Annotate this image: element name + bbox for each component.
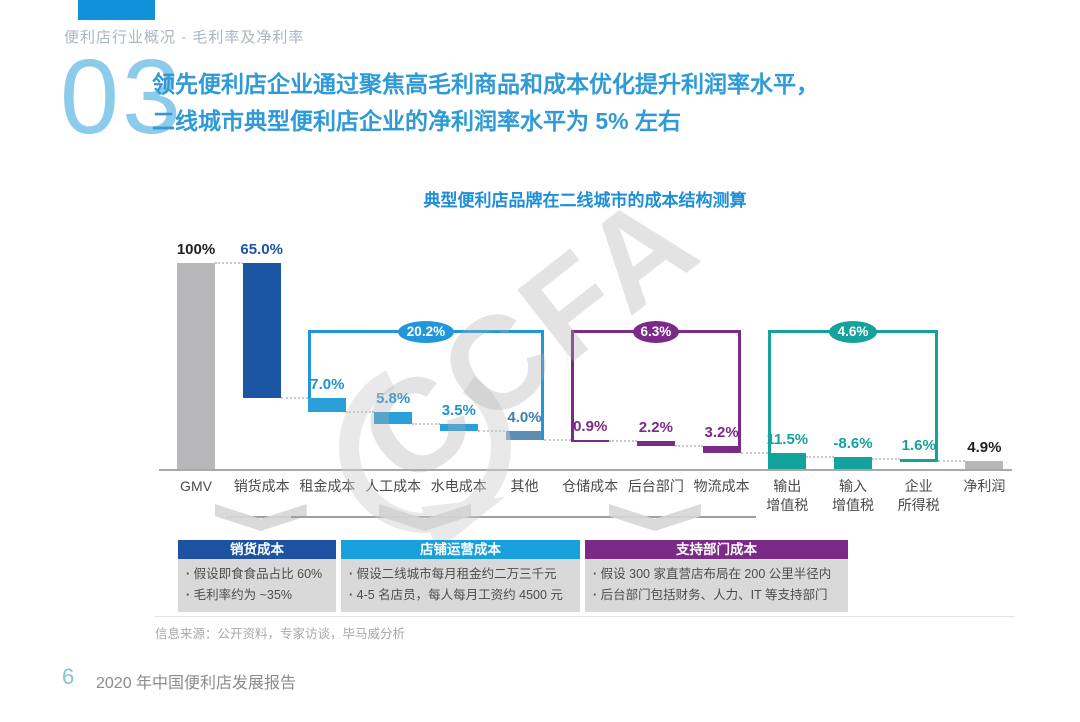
group-underline — [291, 516, 559, 518]
waterfall-bar — [177, 263, 215, 470]
bar-value-label: 65.0% — [240, 241, 283, 258]
bar-value-label: 3.2% — [704, 423, 739, 441]
axis-category-label: 水电成本 — [430, 478, 487, 494]
legend-box-support-department: 支持部门成本 假设 300 家直营店布局在 200 公里半径内 后台部门包括财务… — [585, 540, 848, 612]
waterfall-bar — [768, 452, 807, 470]
bar-value-label: 4.0% — [507, 409, 542, 427]
top-accent-bar — [78, 0, 155, 20]
group-bracket-right — [540, 330, 544, 440]
footer-divider — [155, 616, 1015, 617]
legend-item: 4-5 名店员，每人每月工资约 4500 元 — [349, 585, 572, 606]
page-title-line1: 领先便利店企业通过聚焦高毛利商品和成本优化提升利润率水平， — [152, 71, 819, 97]
legend-item: 假设即食食品占比 60% — [186, 564, 328, 585]
axis-category-label: 物流成本 — [693, 478, 750, 494]
page-title: 领先便利店企业通过聚焦高毛利商品和成本优化提升利润率水平， 二线城市典型便利店企… — [152, 66, 819, 140]
chart-title: 典型便利店品牌在二线城市的成本结构测算 — [423, 191, 747, 210]
legend-box-cogs-body: 假设即食食品占比 60% 毛利率约为 ~35% — [178, 559, 336, 612]
waterfall-connector — [280, 396, 309, 399]
waterfall-bar — [505, 431, 544, 440]
waterfall-connector — [609, 440, 637, 443]
legend-box-store-operating: 店铺运营成本 假设二线城市每月租金约二万三千元 4-5 名店员，每人每月工资约 … — [341, 540, 580, 612]
page-title-line2: 二线城市典型便利店企业的净利润率水平为 5% 左右 — [152, 108, 682, 134]
group-bracket-right — [934, 330, 938, 463]
report-title: 2020 年中国便利店发展报告 — [96, 675, 297, 692]
waterfall-connector — [412, 423, 440, 426]
bar-value-label: 2.2% — [638, 419, 673, 437]
waterfall-bar — [636, 441, 675, 446]
group-total-badge: 6.3% — [632, 320, 679, 343]
waterfall-bar — [308, 397, 347, 413]
legend-item: 假设 300 家直营店布局在 200 公里半径内 — [593, 564, 840, 585]
legend-item: 后台部门包括财务、人力、IT 等支持部门 — [593, 585, 840, 606]
axis-category-label: GMV — [180, 478, 212, 494]
group-bracket-right — [737, 330, 741, 453]
axis-category-label: 输出 增值税 — [766, 478, 809, 513]
waterfall-bar — [571, 439, 610, 442]
legend-box-cogs-title: 销货成本 — [178, 540, 336, 559]
breadcrumb: 便利店行业概况 - 毛利率及净利率 — [64, 29, 305, 46]
axis-category-label: 仓储成本 — [562, 478, 619, 494]
waterfall-connector — [346, 411, 375, 414]
bar-value-label: 4.9% — [967, 439, 1002, 457]
waterfall-connector — [937, 460, 966, 463]
axis-category-label: 租金成本 — [299, 478, 356, 494]
axis-category-label: 人工成本 — [365, 478, 422, 494]
group-bracket-left — [571, 330, 575, 440]
legend-box-store-operating-body: 假设二线城市每月租金约二万三千元 4-5 名店员，每人每月工资约 4500 元 — [341, 559, 580, 612]
bar-value-label: 3.5% — [441, 402, 476, 420]
waterfall-bar — [242, 263, 281, 398]
legend-box-support-department-body: 假设 300 家直营店布局在 200 公里半径内 后台部门包括财务、人力、IT … — [585, 559, 848, 612]
legend-box-store-operating-title: 店铺运营成本 — [341, 540, 580, 559]
axis-category-label: 其他 — [510, 478, 539, 494]
axis-category-label: 企业 所得税 — [897, 478, 940, 513]
bar-value-label: 5.8% — [375, 390, 411, 408]
waterfall-bar — [439, 424, 478, 432]
waterfall-bar — [965, 461, 1004, 470]
group-underline — [554, 516, 756, 518]
group-bracket-left — [308, 330, 312, 398]
legend-box-cogs: 销货成本 假设即食食品占比 60% 毛利率约为 ~35% — [178, 540, 336, 612]
page-number: 6 — [62, 664, 75, 689]
bar-value-label: -8.6% — [833, 435, 873, 453]
x-axis-line — [159, 469, 1012, 471]
legend-item: 假设二线城市每月租金约二万三千元 — [349, 564, 572, 585]
waterfall-connector — [872, 457, 900, 460]
group-total-badge: 20.2% — [397, 320, 454, 343]
bar-value-label: 7.0% — [310, 375, 345, 393]
waterfall-connector — [215, 262, 243, 264]
waterfall-connector — [674, 444, 703, 447]
waterfall-connector — [543, 438, 572, 441]
legend-box-support-department-title: 支持部门成本 — [585, 540, 848, 559]
section-number: 03 — [60, 38, 184, 156]
axis-category-label: 销货成本 — [233, 478, 290, 494]
axis-category-label: 后台部门 — [627, 478, 684, 494]
waterfall-bar — [899, 458, 938, 463]
source-note: 信息来源：公开资料，专家访谈，毕马威分析 — [155, 627, 406, 641]
group-underline — [225, 516, 296, 518]
group-bracket-left — [768, 330, 772, 453]
bar-value-label: 0.9% — [573, 417, 608, 435]
waterfall-bar — [374, 412, 413, 425]
waterfall-connector — [740, 451, 769, 454]
waterfall-bar — [702, 445, 741, 453]
axis-category-label: 净利润 — [963, 478, 1006, 494]
waterfall-bar — [834, 457, 872, 470]
waterfall-connector — [477, 430, 506, 433]
bar-value-label: 11.5% — [766, 430, 809, 448]
legend-item: 毛利率约为 ~35% — [186, 585, 328, 606]
axis-category-label: 输入 增值税 — [832, 478, 874, 513]
group-total-badge: 4.6% — [829, 320, 877, 343]
bar-value-label: 100% — [176, 241, 216, 258]
waterfall-connector — [806, 456, 834, 459]
bar-value-label: 1.6% — [901, 436, 936, 454]
